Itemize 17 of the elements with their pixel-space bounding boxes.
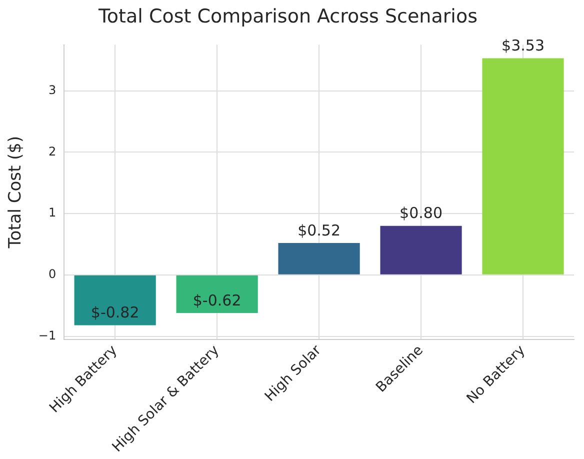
bar — [482, 58, 564, 274]
bar — [74, 275, 156, 326]
bar — [278, 243, 360, 274]
y-tick-label: −1 — [38, 328, 56, 342]
y-tick-label: 0 — [48, 267, 56, 282]
bar — [380, 226, 462, 274]
y-axis-title: Total Cost ($) — [6, 136, 26, 250]
y-tick-label: 3 — [48, 82, 56, 97]
y-tick-label: 2 — [48, 144, 56, 158]
data-label: $0.52 — [298, 221, 341, 240]
chart-title: Total Cost Comparison Across Scenarios — [98, 5, 478, 28]
data-label: $0.80 — [400, 204, 443, 222]
y-tick-label: 1 — [48, 206, 56, 220]
data-label: $-0.82 — [90, 304, 140, 322]
bar — [176, 275, 258, 313]
data-label: $-0.62 — [192, 291, 242, 310]
data-label: $3.53 — [502, 36, 544, 55]
